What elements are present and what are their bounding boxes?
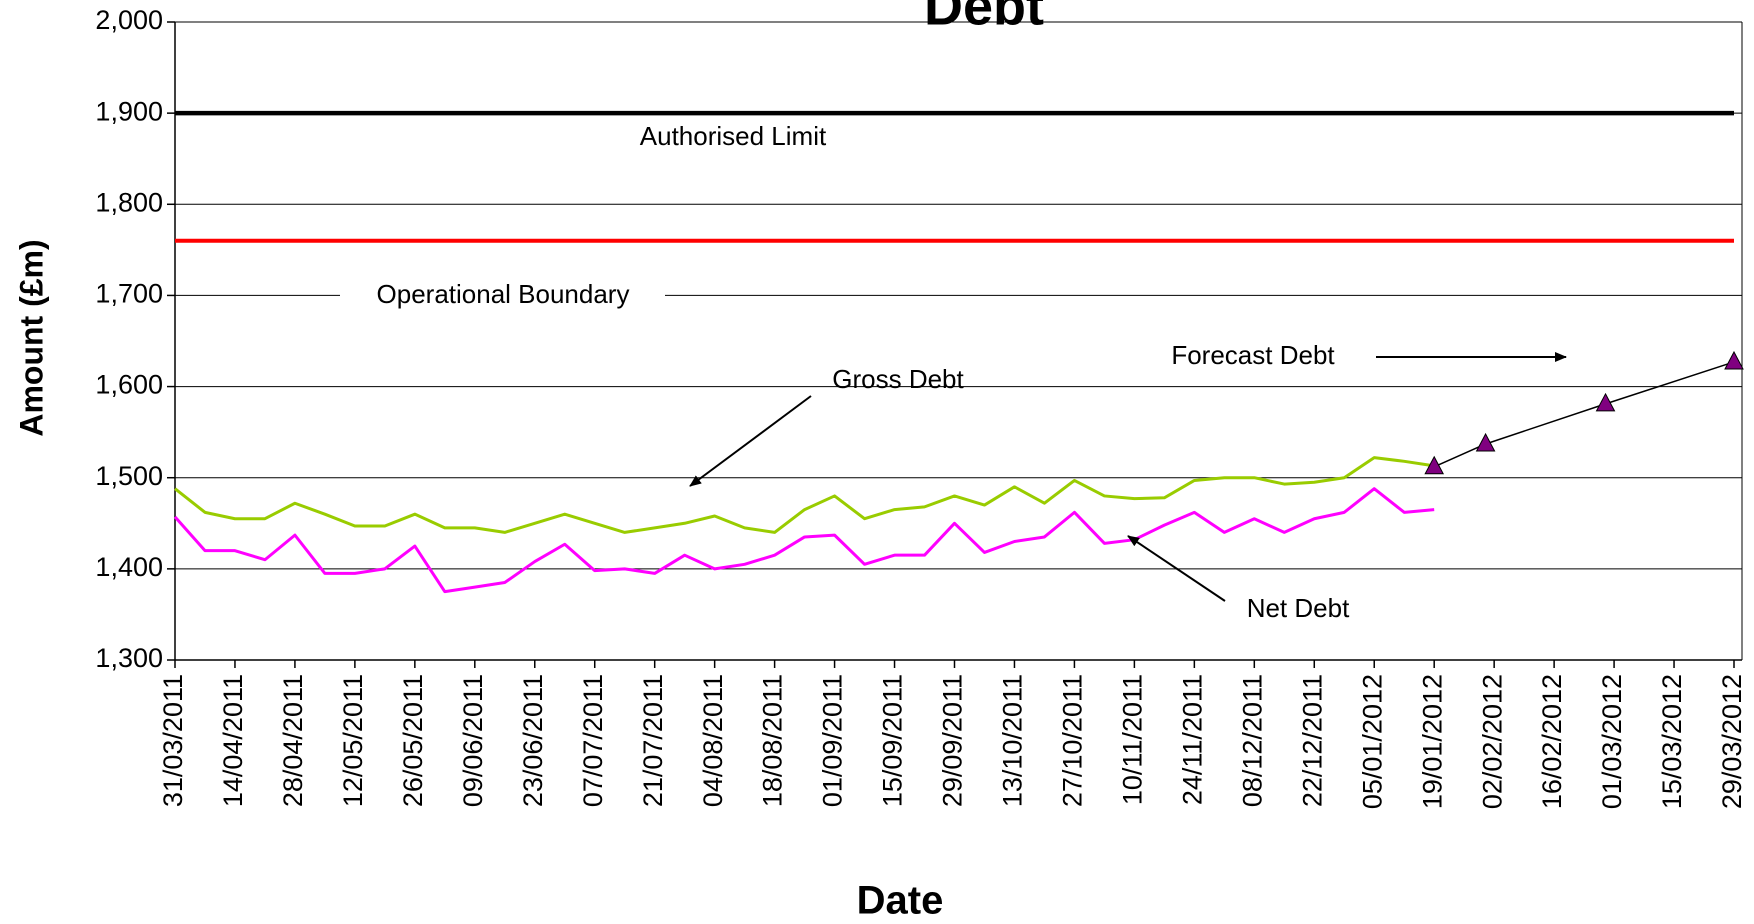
x-tick-label: 13/10/2011	[998, 674, 1028, 807]
marker	[1595, 392, 1616, 412]
x-tick-label: 15/09/2011	[878, 674, 908, 807]
x-tick-label: 24/11/2011	[1177, 674, 1207, 805]
arrow	[689, 395, 812, 487]
series-line	[173, 487, 1435, 594]
x-tick-label: 18/08/2011	[758, 674, 788, 807]
annotation: Net Debt	[1247, 593, 1350, 623]
series-layer	[173, 110, 1744, 594]
x-tick-label: 21/07/2011	[638, 674, 668, 807]
y-tick-label: 1,500	[95, 461, 163, 491]
x-tick-label: 01/03/2012	[1597, 674, 1627, 809]
y-tick-label: 1,700	[95, 279, 163, 309]
label-background	[340, 280, 665, 314]
x-tick-label: 29/09/2011	[938, 674, 968, 807]
y-tick-label: 1,900	[95, 96, 163, 126]
annotation: Forecast Debt	[1171, 340, 1335, 370]
x-tick-label: 15/03/2012	[1657, 674, 1687, 809]
x-tick-label: 19/01/2012	[1417, 674, 1447, 809]
x-tick-label: 14/04/2011	[218, 674, 248, 807]
grid: 1,300 1,400 1,500 1,600 1,700 1,800 1,900 2,000…	[95, 5, 1747, 809]
x-tick-label: 28/04/2011	[278, 674, 308, 807]
annotation: Gross Debt	[832, 364, 964, 394]
x-tick-label: 26/05/2011	[398, 674, 428, 807]
x-tick-label: 22/12/2011	[1297, 674, 1327, 807]
series-line	[174, 456, 1435, 534]
marker	[1724, 350, 1744, 370]
marker	[1424, 455, 1445, 475]
x-tick-label: 10/11/2011	[1118, 674, 1148, 805]
y-tick-label: 1,300	[95, 643, 163, 673]
x-tick-label: 08/12/2011	[1237, 674, 1267, 807]
x-tick-label: 07/07/2011	[578, 674, 608, 807]
x-tick-label: 23/06/2011	[518, 674, 548, 807]
annotation: Operational Boundary	[377, 279, 630, 309]
x-tick-label: 31/03/2011	[158, 674, 188, 807]
annotation: Authorised Limit	[640, 121, 827, 151]
x-tick-label: 12/05/2011	[338, 674, 368, 807]
x-tick-label: 04/08/2011	[698, 674, 728, 807]
x-tick-label: 09/06/2011	[458, 674, 488, 807]
x-tick-label: 27/10/2011	[1058, 674, 1088, 807]
x-tick-label: 01/09/2011	[818, 674, 848, 807]
arrow	[1127, 535, 1226, 602]
y-tick-label: 1,400	[95, 552, 163, 582]
x-tick-label: 02/02/2012	[1477, 674, 1507, 809]
series-line	[1433, 361, 1735, 468]
x-tick-label: 16/02/2012	[1537, 674, 1567, 809]
marker	[1475, 432, 1496, 452]
x-tick-label: 05/01/2012	[1357, 674, 1387, 809]
y-tick-label: 1,800	[95, 187, 163, 217]
x-tick-label: 29/03/2012	[1717, 674, 1747, 809]
annotations: Authorised Limit Operational Boundary Gr…	[340, 121, 1567, 623]
y-tick-label: 1,600	[95, 370, 163, 400]
chart-title: Debt	[924, 0, 1044, 36]
y-tick-label: 2,000	[95, 5, 163, 35]
y-axis-label: Amount (£m)	[13, 239, 49, 436]
x-axis-label: Date	[857, 879, 944, 923]
